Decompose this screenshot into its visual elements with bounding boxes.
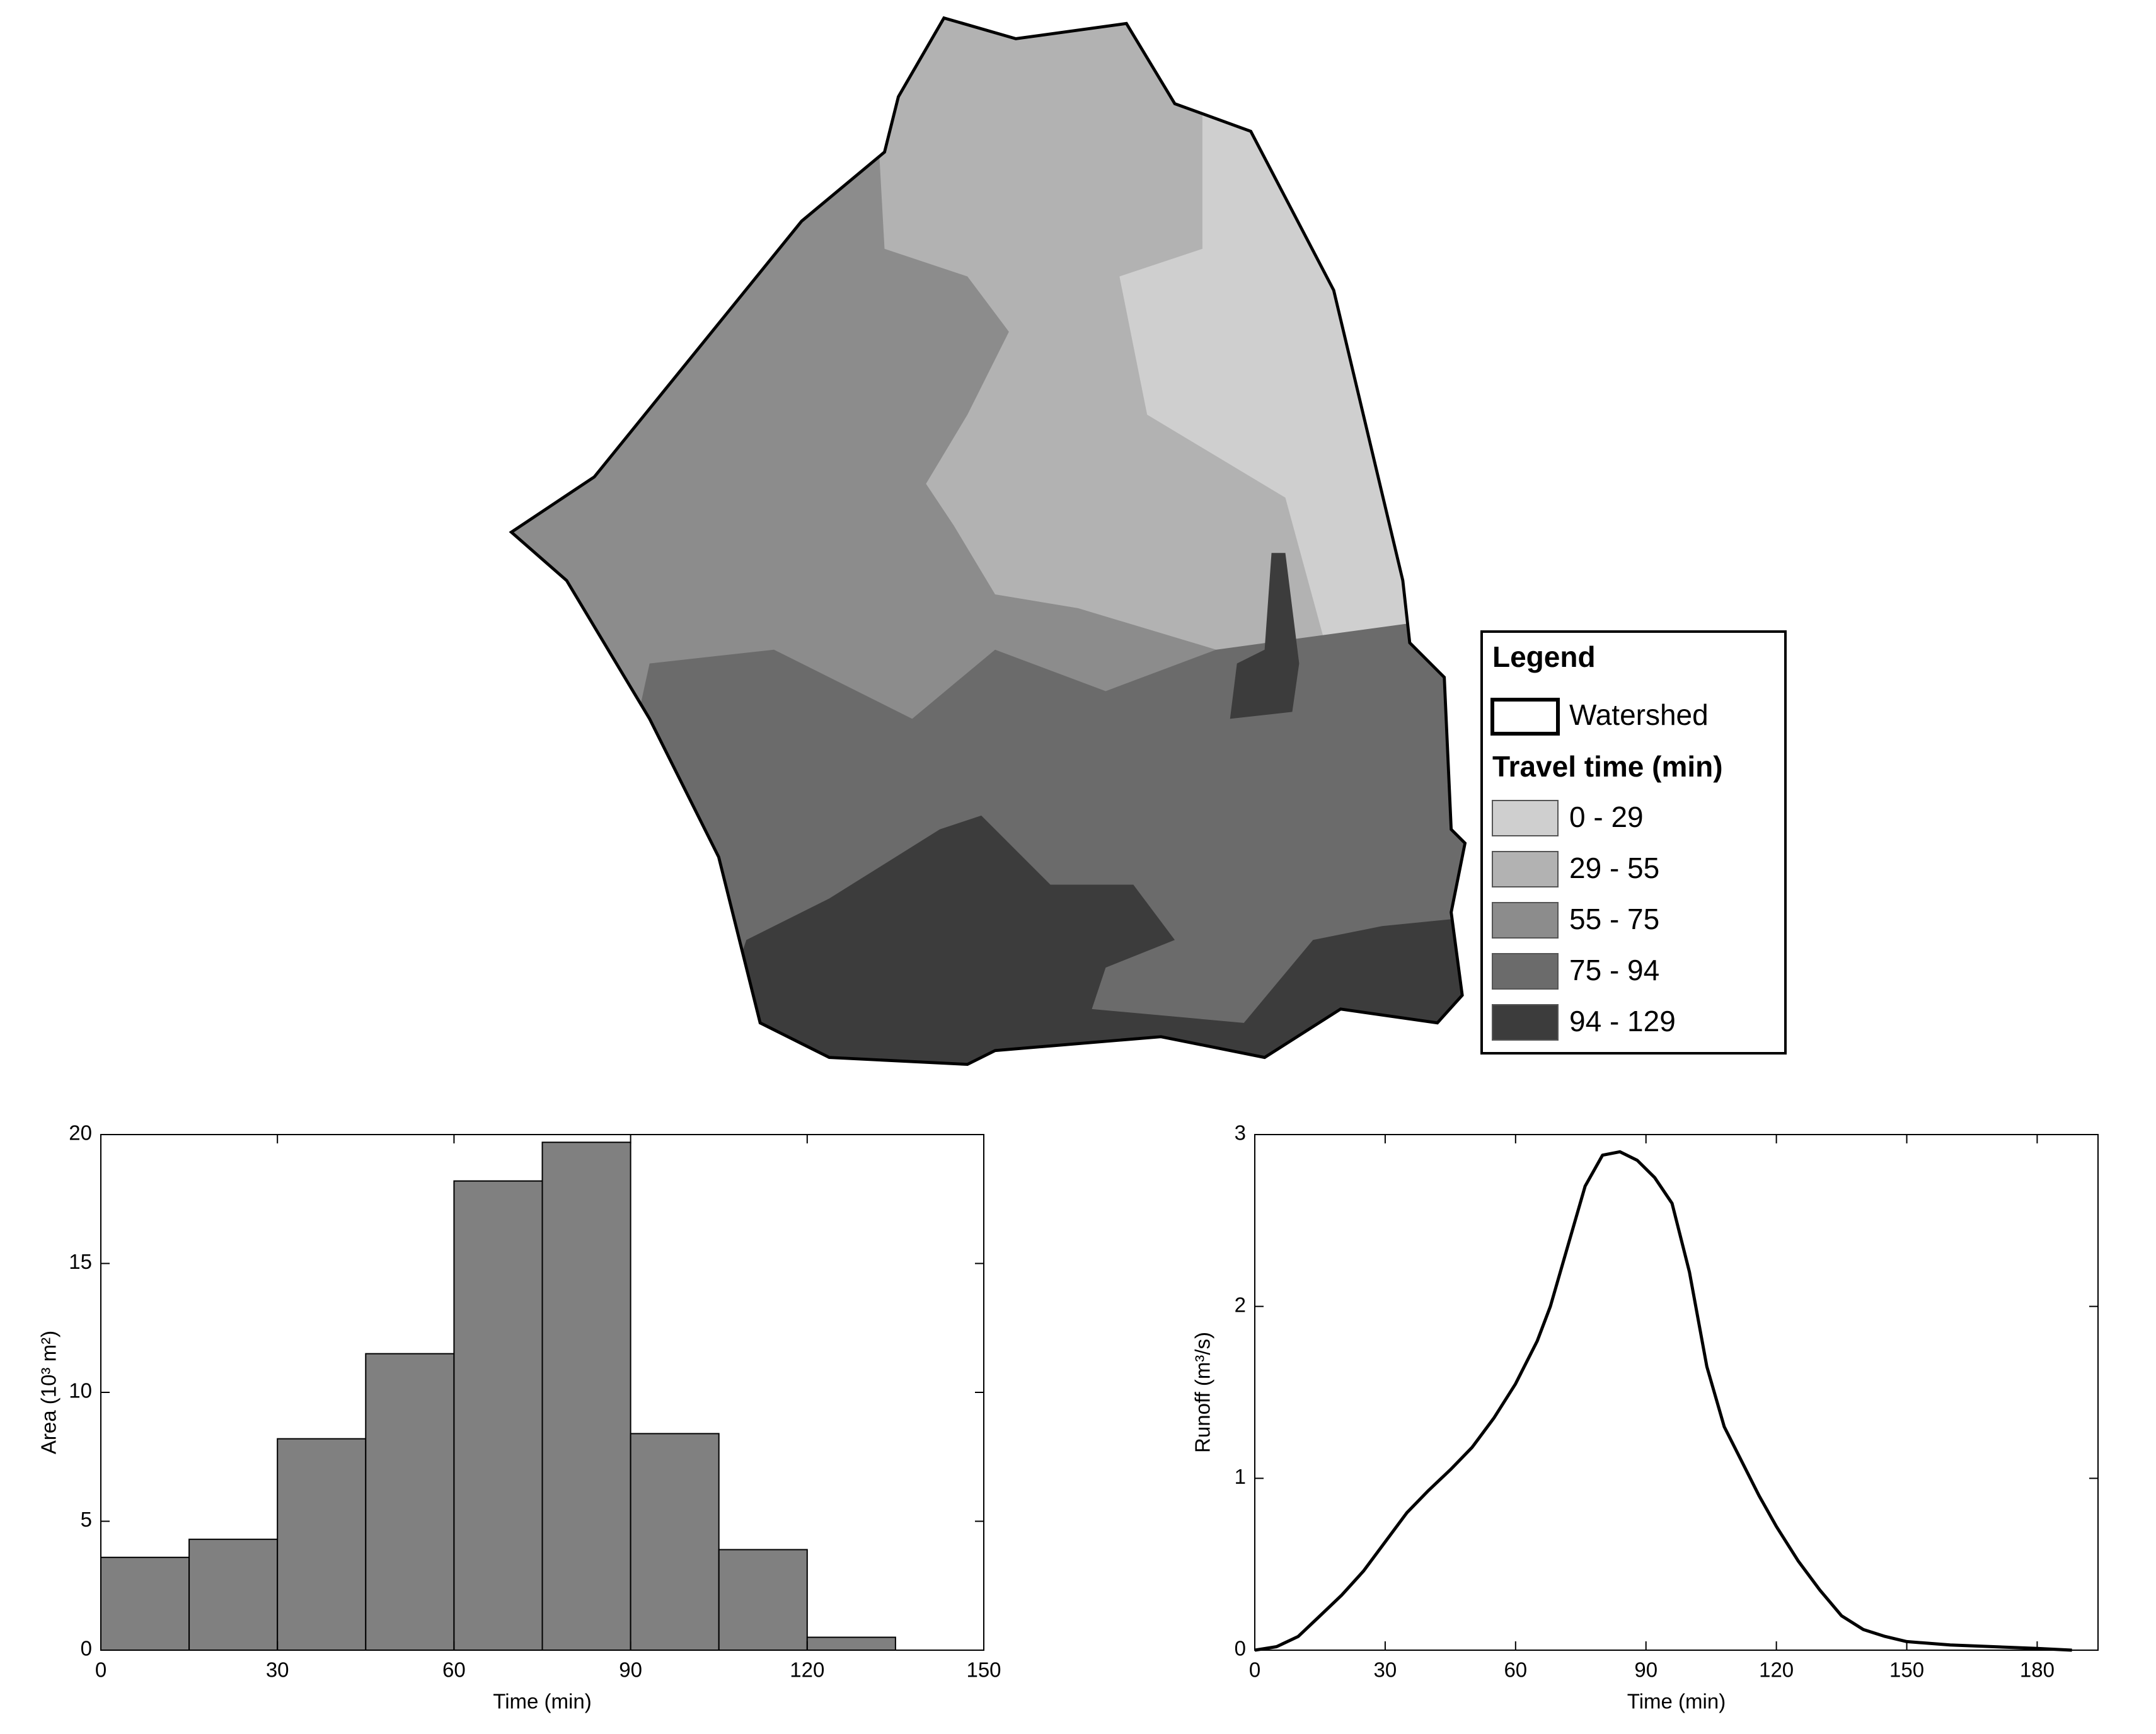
bar (100, 1556, 190, 1651)
legend-swatch (1492, 1004, 1559, 1041)
legend-swatch (1492, 851, 1559, 887)
legend-title: Legend (1492, 640, 1596, 673)
y-tick-label: 15 (69, 1250, 92, 1273)
y-tick-label: 5 (81, 1508, 92, 1531)
legend-label: Watershed (1569, 698, 1709, 731)
x-tick-label: 150 (966, 1658, 1001, 1682)
x-tick-label: 90 (619, 1658, 642, 1682)
y-tick-label: 0 (81, 1637, 92, 1660)
x-tick-label: 60 (1504, 1658, 1527, 1682)
legend-label: 0 - 29 (1569, 801, 1644, 833)
y-tick-label: 1 (1235, 1465, 1246, 1488)
bar (718, 1549, 808, 1651)
x-tick-label: 30 (266, 1658, 289, 1682)
legend-label: 94 - 129 (1569, 1005, 1676, 1038)
x-tick-label: 0 (95, 1658, 107, 1682)
legend-box (1480, 630, 1787, 1055)
y-tick-label: 3 (1235, 1121, 1246, 1145)
x-tick-label: 120 (790, 1658, 824, 1682)
x-tick-label: 30 (1374, 1658, 1397, 1682)
x-tick-label: 150 (1889, 1658, 1924, 1682)
bar (806, 1636, 896, 1651)
bar (365, 1353, 455, 1651)
legend-swatch (1492, 953, 1559, 990)
chart: 0 30 60 90 120 150 0 5 10 15 20 Time (min) Area (10³… (37, 1121, 1001, 1713)
legend-label: 75 - 94 (1569, 954, 1659, 986)
chart: 0 30 60 90 120 150 180 0 1 2 3 Time (min) Runoff (m³… (1191, 1121, 2099, 1713)
bar (277, 1438, 367, 1651)
line (1254, 1150, 2072, 1652)
y-tick-label: 10 (69, 1379, 92, 1402)
x-axis-label: Time (min) (1627, 1690, 1726, 1713)
x-axis-label: Time (min) (493, 1690, 591, 1713)
watershed-outline (509, 16, 1467, 1066)
legend: Legend Watershed Travel time (min) 0 - 2… (1480, 630, 1787, 1055)
y-tick-label: 0 (1235, 1637, 1246, 1660)
x-tick-label: 0 (1249, 1658, 1260, 1682)
axes-box (1254, 1134, 2099, 1651)
y-tick-label: 2 (1235, 1293, 1246, 1316)
zone (1230, 553, 1300, 719)
legend-label: 29 - 55 (1569, 852, 1659, 884)
y-axis-label: Runoff (m³/s) (1191, 1332, 1214, 1453)
x-tick-label: 120 (1759, 1658, 1794, 1682)
y-axis-label: Area (10³ m²) (37, 1331, 61, 1454)
legend-label: 55 - 75 (1569, 903, 1659, 935)
bar (541, 1142, 631, 1651)
legend-swatch (1492, 800, 1559, 836)
y-tick-label: 20 (69, 1121, 92, 1145)
x-tick-label: 60 (442, 1658, 466, 1682)
legend-swatch (1492, 902, 1559, 939)
bar (630, 1433, 720, 1651)
legend-subtitle: Travel time (min) (1492, 750, 1723, 783)
bar (188, 1539, 279, 1651)
watershed-map: Legend Watershed Travel time (min) 0 - 2… (509, 16, 1787, 1066)
x-tick-label: 180 (2020, 1658, 2055, 1682)
x-tick-label: 90 (1634, 1658, 1657, 1682)
legend-swatch (1490, 698, 1560, 736)
bar (453, 1180, 543, 1651)
